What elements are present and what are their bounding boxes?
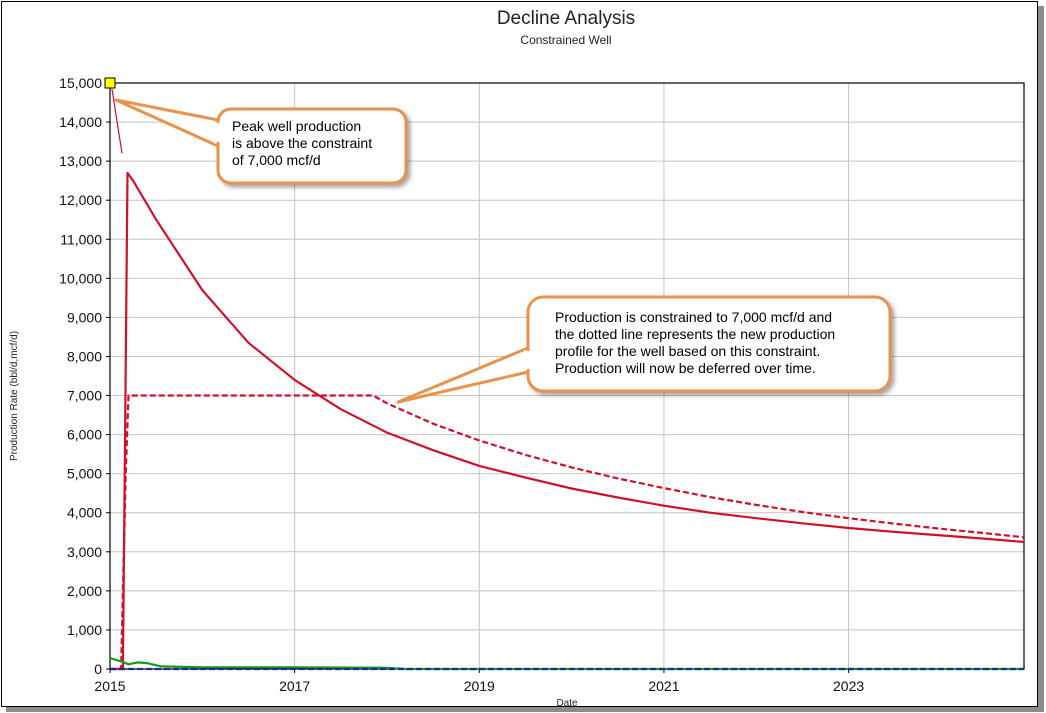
y-tick-label: 0: [94, 661, 102, 677]
x-axis-title: Date: [556, 698, 578, 709]
y-tick-label: 6,000: [67, 427, 102, 443]
callout-seam: [214, 122, 222, 144]
x-tick-label: 2015: [94, 678, 125, 694]
series-line: [109, 657, 1024, 671]
frame-shadow-right: [1038, 6, 1044, 709]
y-tick-label: 3,000: [67, 544, 102, 560]
y-tick-label: 11,000: [60, 231, 102, 247]
chart-title: Decline Analysis: [497, 8, 635, 29]
series-layer: [109, 88, 1025, 671]
callout-line: Peak well production: [232, 118, 361, 134]
callout-line: the dotted line represents the new produ…: [555, 326, 835, 342]
callout-pointer: [114, 98, 220, 148]
y-tick-label: 7,000: [67, 388, 102, 404]
peak-leader-line: [111, 88, 123, 154]
callout-line: profile for the well based on this const…: [555, 343, 820, 359]
callout-seam: [524, 350, 532, 370]
y-tick-label: 2,000: [67, 583, 102, 599]
y-axis-title: Production Rate (bbl/d,mcf/d): [9, 331, 20, 461]
frame-shadow-bottom: [6, 707, 1044, 712]
y-tick-label: 14,000: [59, 114, 102, 130]
y-tick-label: 9,000: [67, 309, 102, 325]
callout-peak-production: Peak well production is above the constr…: [114, 98, 408, 185]
x-tick-label: 2019: [464, 678, 495, 694]
callout-box: [526, 295, 892, 393]
series-line: [110, 394, 1025, 671]
series-line: [110, 171, 1025, 671]
y-tick-label: 15,000: [59, 75, 102, 91]
y-tick-label: 1,000: [67, 622, 102, 638]
callout-line: Production is constrained to 7,000 mcf/d…: [555, 309, 832, 325]
axis-ticks: 0 1,000 2,000 3,000 4,000 5,000 6,000 7,000 8,00…: [59, 75, 864, 694]
x-tick-label: 2017: [279, 678, 310, 694]
y-tick-label: 10,000: [59, 270, 102, 286]
callout-line: is above the constraint: [232, 135, 372, 151]
y-tick-label: 5,000: [67, 466, 102, 482]
callout-line: Production will now be deferred over tim…: [555, 360, 816, 376]
chart-subtitle: Constrained Well: [520, 33, 611, 47]
peak-marker: [104, 77, 116, 89]
y-tick-label: 12,000: [59, 192, 102, 208]
y-tick-label: 4,000: [67, 505, 102, 521]
x-tick-label: 2023: [833, 678, 864, 694]
y-tick-label: 13,000: [59, 153, 102, 169]
y-tick-label: 8,000: [67, 348, 102, 364]
x-tick-label: 2021: [648, 678, 679, 694]
callout-constraint: Production is constrained to 7,000 mcf/d…: [396, 295, 892, 404]
callout-line: of 7,000 mcf/d: [232, 152, 321, 168]
callout-box: [216, 107, 408, 185]
marker-layer: [104, 77, 116, 89]
